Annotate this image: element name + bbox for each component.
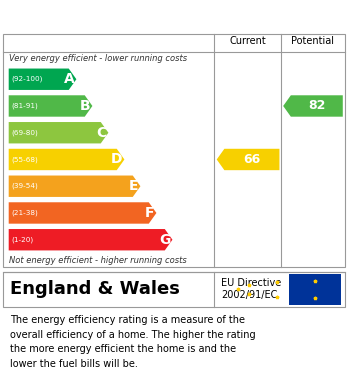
Text: 66: 66 bbox=[243, 153, 260, 166]
Text: G: G bbox=[159, 233, 171, 247]
Polygon shape bbox=[9, 202, 157, 224]
Text: The energy efficiency rating is a measure of the
overall efficiency of a home. T: The energy efficiency rating is a measur… bbox=[10, 316, 256, 369]
Text: C: C bbox=[96, 126, 107, 140]
Text: D: D bbox=[111, 152, 123, 167]
Polygon shape bbox=[9, 95, 92, 117]
Text: (81-91): (81-91) bbox=[11, 103, 38, 109]
Text: (55-68): (55-68) bbox=[11, 156, 38, 163]
Text: Not energy efficient - higher running costs: Not energy efficient - higher running co… bbox=[9, 256, 187, 265]
Text: Energy Efficiency Rating: Energy Efficiency Rating bbox=[10, 7, 239, 25]
Text: Very energy efficient - lower running costs: Very energy efficient - lower running co… bbox=[9, 54, 187, 63]
Text: E: E bbox=[129, 179, 139, 193]
Polygon shape bbox=[9, 122, 109, 143]
Text: A: A bbox=[64, 72, 74, 86]
Text: England & Wales: England & Wales bbox=[10, 280, 180, 298]
Text: Current: Current bbox=[229, 36, 266, 47]
Polygon shape bbox=[9, 229, 173, 250]
Text: (69-80): (69-80) bbox=[11, 129, 38, 136]
Text: Potential: Potential bbox=[291, 36, 334, 47]
Polygon shape bbox=[9, 176, 141, 197]
Polygon shape bbox=[217, 149, 279, 170]
Text: (21-38): (21-38) bbox=[11, 210, 38, 216]
Text: 82: 82 bbox=[308, 99, 325, 113]
Text: F: F bbox=[145, 206, 155, 220]
Polygon shape bbox=[9, 149, 125, 170]
Text: (39-54): (39-54) bbox=[11, 183, 38, 190]
Polygon shape bbox=[283, 95, 343, 117]
Text: B: B bbox=[80, 99, 90, 113]
Bar bbox=[289, 274, 341, 305]
Polygon shape bbox=[9, 68, 76, 90]
Text: EU Directive: EU Directive bbox=[221, 278, 281, 289]
Text: 2002/91/EC: 2002/91/EC bbox=[221, 290, 277, 300]
Text: (1-20): (1-20) bbox=[11, 237, 34, 243]
Text: (92-100): (92-100) bbox=[11, 76, 43, 83]
